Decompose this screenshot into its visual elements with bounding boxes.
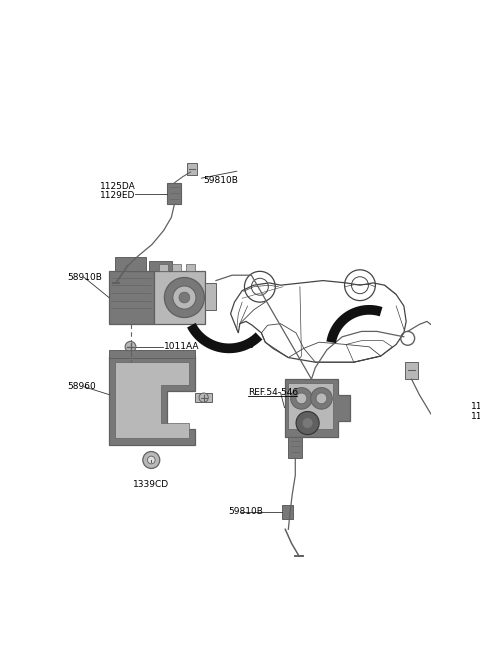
Circle shape	[143, 451, 160, 468]
Circle shape	[147, 456, 155, 464]
Polygon shape	[109, 356, 195, 445]
FancyBboxPatch shape	[288, 437, 302, 459]
FancyBboxPatch shape	[406, 362, 418, 379]
FancyBboxPatch shape	[186, 263, 195, 271]
Text: 1129ED: 1129ED	[471, 411, 480, 420]
Circle shape	[316, 393, 327, 404]
Circle shape	[199, 393, 208, 402]
FancyBboxPatch shape	[109, 350, 195, 357]
Text: 59810B: 59810B	[228, 507, 263, 516]
FancyBboxPatch shape	[188, 163, 197, 175]
Text: 1011AA: 1011AA	[164, 342, 200, 351]
Circle shape	[164, 277, 204, 317]
Text: 58910B: 58910B	[67, 273, 102, 282]
Circle shape	[179, 292, 190, 303]
FancyBboxPatch shape	[205, 283, 216, 310]
FancyBboxPatch shape	[282, 505, 293, 518]
FancyBboxPatch shape	[154, 271, 205, 324]
Text: REF.54-546: REF.54-546	[248, 388, 299, 397]
Text: 1125DA: 1125DA	[471, 402, 480, 411]
FancyBboxPatch shape	[172, 263, 181, 271]
Text: 1125DA: 1125DA	[100, 182, 135, 191]
Circle shape	[291, 388, 312, 409]
Polygon shape	[115, 362, 189, 438]
FancyBboxPatch shape	[115, 258, 146, 271]
FancyBboxPatch shape	[149, 261, 172, 271]
FancyBboxPatch shape	[109, 271, 154, 324]
FancyBboxPatch shape	[168, 183, 181, 204]
Circle shape	[302, 418, 313, 428]
Circle shape	[311, 388, 332, 409]
Polygon shape	[195, 393, 212, 402]
FancyBboxPatch shape	[159, 263, 168, 271]
FancyBboxPatch shape	[288, 383, 333, 429]
Text: 1129ED: 1129ED	[100, 191, 135, 200]
Circle shape	[296, 411, 319, 434]
Text: 1339CD: 1339CD	[133, 480, 169, 489]
Circle shape	[173, 286, 196, 309]
Polygon shape	[285, 379, 350, 437]
Circle shape	[296, 393, 307, 404]
Text: 58960: 58960	[67, 382, 96, 392]
Text: 59810B: 59810B	[204, 176, 239, 185]
Circle shape	[125, 342, 136, 352]
